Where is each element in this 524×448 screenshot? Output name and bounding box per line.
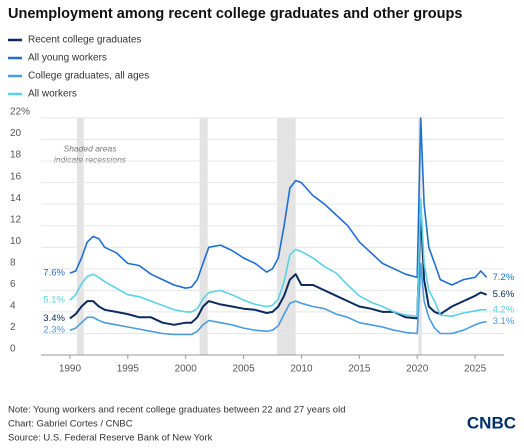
start-label: 2.3% — [43, 325, 65, 336]
series-line — [69, 198, 487, 317]
y-tick-label: 0 — [10, 344, 16, 355]
x-tick-label: 1990 — [59, 364, 82, 375]
end-label: 5.6% — [493, 289, 515, 300]
legend-label: Recent college graduates — [28, 35, 141, 46]
recession-note: indicate recessions — [54, 154, 127, 164]
legend-label: All workers — [28, 89, 77, 100]
y-tick-label: 16 — [10, 171, 22, 182]
recession-band — [277, 118, 296, 355]
source: Source: U.S. Federal Reserve Bank of New… — [8, 433, 213, 444]
y-tick-label: 20 — [10, 128, 22, 139]
x-tick-label: 2005 — [232, 364, 255, 375]
x-tick-label: 2000 — [175, 364, 198, 375]
y-tick-label: 10 — [10, 236, 22, 247]
end-label: 3.1% — [493, 316, 515, 327]
y-tick-label: 4 — [10, 301, 16, 312]
end-label: 7.2% — [493, 272, 515, 283]
y-tick-label: 2 — [10, 322, 16, 333]
recession-band — [76, 118, 84, 355]
y-tick-label: 8 — [10, 257, 16, 268]
y-tick-label: 12 — [10, 214, 22, 225]
x-tick-label: 1995 — [117, 364, 140, 375]
series-line — [69, 262, 487, 336]
start-label: 7.6% — [43, 268, 65, 279]
chart-title: Unemployment among recent college gradua… — [8, 6, 462, 22]
y-tick-label: 22% — [10, 107, 30, 118]
x-tick-label: 2015 — [348, 364, 371, 375]
x-tick-label: 2010 — [290, 364, 313, 375]
note: Note: Young workers and recent college g… — [8, 405, 345, 416]
y-tick-label: 14 — [10, 193, 22, 204]
x-tick-label: 2020 — [406, 364, 429, 375]
x-tick-label: 2025 — [464, 364, 487, 375]
legend-label: College graduates, all ages — [28, 71, 149, 82]
credit: Chart: Gabriel Cortes / CNBC — [8, 419, 133, 430]
y-tick-label: 6 — [10, 279, 16, 290]
legend-label: All young workers — [28, 53, 107, 64]
start-label: 5.1% — [43, 295, 65, 306]
recession-band — [199, 118, 208, 355]
end-label: 4.2% — [493, 304, 515, 315]
series-line — [69, 117, 488, 289]
recession-note: Shaded areas — [64, 143, 118, 153]
logo: CNBC — [467, 413, 516, 432]
start-label: 3.4% — [43, 313, 65, 324]
y-tick-label: 18 — [10, 150, 22, 161]
series-line — [69, 208, 487, 326]
